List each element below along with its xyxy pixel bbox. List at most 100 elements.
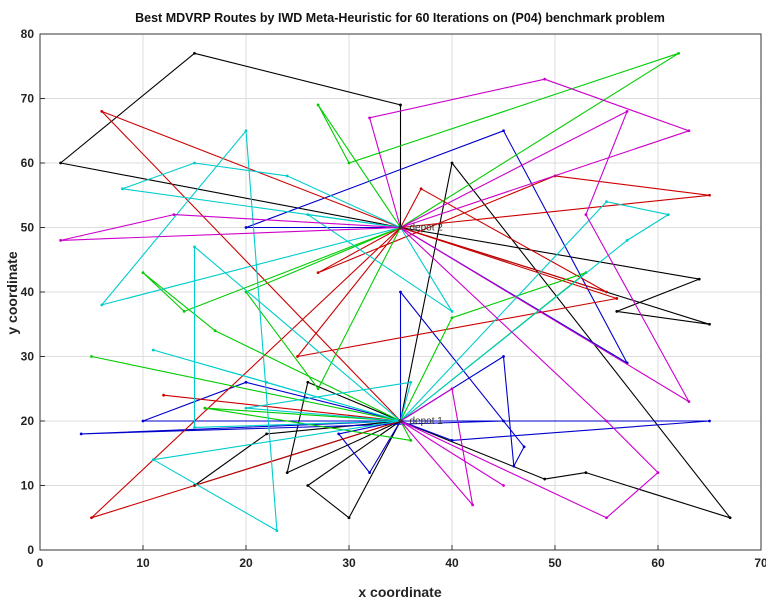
- customer-point: [502, 355, 505, 358]
- customer-point: [306, 484, 310, 487]
- customer-point: [450, 387, 454, 391]
- customer-point: [59, 161, 62, 165]
- customer-point: [213, 329, 217, 333]
- route-line: [245, 381, 412, 422]
- customer-point: [316, 387, 320, 391]
- customer-point: [471, 503, 474, 507]
- customer-point: [100, 110, 104, 113]
- customer-point: [141, 419, 145, 423]
- customer-point: [708, 419, 711, 423]
- x-axis-label: x coordinate: [358, 584, 441, 600]
- customer-point: [90, 355, 93, 358]
- customer-point: [697, 277, 701, 281]
- customer-point: [666, 213, 670, 217]
- customer-point: [450, 316, 454, 320]
- customer-point: [409, 438, 413, 442]
- route-line: [400, 420, 711, 441]
- customer-point: [296, 355, 299, 358]
- y-tick-label: 40: [21, 285, 35, 299]
- customer-point: [450, 161, 454, 165]
- y-tick-label: 10: [21, 479, 35, 493]
- customer-point: [244, 129, 248, 133]
- customer-point: [275, 529, 279, 533]
- customer-point: [347, 516, 351, 520]
- customer-point: [522, 445, 526, 449]
- customer-point: [543, 477, 547, 481]
- y-tick-label: 0: [27, 543, 34, 557]
- customer-point: [687, 400, 691, 404]
- customer-point: [347, 161, 351, 165]
- route-line: [296, 226, 618, 358]
- customer-point: [121, 187, 124, 191]
- customer-point: [605, 516, 608, 520]
- customer-point: [615, 309, 619, 313]
- customer-point: [419, 187, 423, 191]
- y-tick-label: 50: [21, 221, 35, 235]
- customer-point: [193, 51, 196, 55]
- route-line: [152, 349, 401, 422]
- customer-point: [182, 309, 186, 313]
- customer-point: [708, 193, 711, 197]
- route-line: [400, 188, 608, 293]
- customer-point: [409, 380, 413, 384]
- y-tick-label: 80: [21, 27, 35, 41]
- customer-point: [368, 116, 371, 120]
- customer-point: [193, 245, 196, 249]
- route-line: [245, 226, 401, 390]
- customer-point: [306, 380, 310, 384]
- customer-point: [244, 226, 248, 229]
- customer-point: [151, 458, 155, 462]
- x-tick-label: 40: [445, 556, 459, 570]
- customer-point: [151, 348, 155, 352]
- customer-point: [656, 471, 660, 474]
- customer-point: [285, 471, 289, 474]
- customer-point: [450, 438, 454, 442]
- customer-point: [316, 103, 320, 107]
- customer-point: [625, 239, 629, 242]
- customer-point: [625, 110, 629, 113]
- chart-title: Best MDVRP Routes by IWD Meta-Heuristic …: [135, 11, 665, 25]
- customer-point: [337, 432, 341, 436]
- depot-marker: [398, 225, 403, 230]
- y-axis-label: y coordinate: [4, 251, 20, 334]
- route-line: [193, 246, 401, 428]
- customer-point: [605, 419, 608, 423]
- customer-point: [265, 432, 268, 436]
- x-tick-label: 30: [342, 556, 356, 570]
- y-tick-label: 20: [21, 414, 35, 428]
- customer-point: [512, 464, 516, 468]
- customer-point: [141, 271, 145, 275]
- x-tick-label: 70: [754, 556, 766, 570]
- route-line: [400, 388, 474, 506]
- customer-point: [79, 432, 83, 436]
- customer-point: [399, 103, 402, 107]
- customer-point: [306, 213, 310, 217]
- y-tick-label: 30: [21, 350, 35, 364]
- route-line: [338, 420, 401, 474]
- depot-label: depot 2: [410, 223, 444, 234]
- customer-point: [502, 484, 505, 487]
- x-tick-label: 60: [651, 556, 665, 570]
- customer-point: [368, 471, 371, 474]
- x-tick-label: 0: [37, 556, 44, 570]
- customer-point: [100, 303, 104, 307]
- depot-label: depot 1: [410, 416, 444, 427]
- x-tick-label: 20: [239, 556, 253, 570]
- customer-point: [90, 516, 93, 520]
- customer-point: [244, 380, 248, 384]
- customer-point: [172, 213, 176, 217]
- customer-point: [450, 309, 454, 313]
- y-tick-label: 70: [21, 92, 35, 106]
- x-tick-label: 10: [136, 556, 150, 570]
- customer-point: [584, 213, 588, 217]
- customer-point: [316, 271, 320, 275]
- customer-point: [687, 129, 691, 133]
- plot-area: depot 1 depot 2 0 10 20 30 40 50 60 70 0 10 20 30 40 50…: [21, 27, 766, 570]
- depot-marker: [398, 418, 403, 424]
- customer-point: [543, 77, 547, 81]
- customer-point: [162, 393, 166, 397]
- customer-point: [605, 290, 608, 294]
- customer-point: [59, 239, 62, 242]
- route-line: [307, 214, 453, 312]
- x-tick-label: 50: [548, 556, 562, 570]
